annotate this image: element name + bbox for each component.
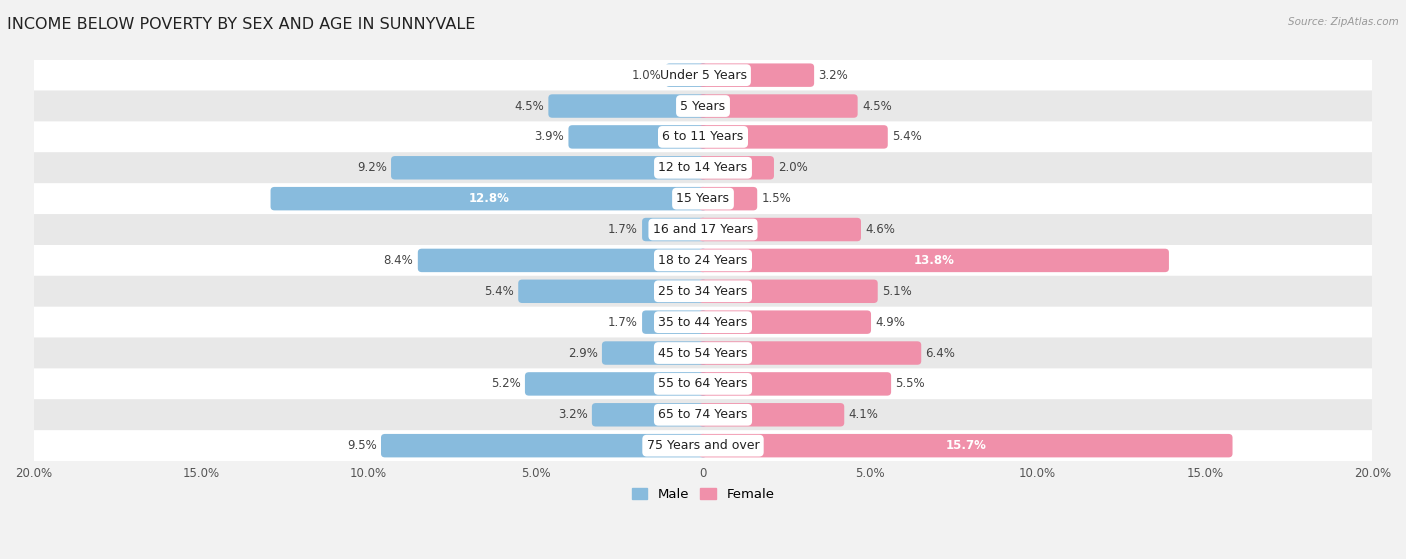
Text: 12.8%: 12.8% [468,192,509,205]
Text: 5.2%: 5.2% [491,377,520,390]
Text: Source: ZipAtlas.com: Source: ZipAtlas.com [1288,17,1399,27]
FancyBboxPatch shape [34,338,1372,368]
Text: 3.2%: 3.2% [558,408,588,421]
Text: 13.8%: 13.8% [914,254,955,267]
Text: 16 and 17 Years: 16 and 17 Years [652,223,754,236]
FancyBboxPatch shape [34,245,1372,276]
Text: Under 5 Years: Under 5 Years [659,69,747,82]
Text: 4.5%: 4.5% [515,100,544,112]
FancyBboxPatch shape [699,125,887,149]
Text: 5.1%: 5.1% [882,285,912,298]
Text: 6 to 11 Years: 6 to 11 Years [662,130,744,144]
FancyBboxPatch shape [418,249,707,272]
Text: 1.5%: 1.5% [762,192,792,205]
Text: 3.2%: 3.2% [818,69,848,82]
Text: 5.5%: 5.5% [896,377,925,390]
Text: 55 to 64 Years: 55 to 64 Years [658,377,748,390]
Text: INCOME BELOW POVERTY BY SEX AND AGE IN SUNNYVALE: INCOME BELOW POVERTY BY SEX AND AGE IN S… [7,17,475,32]
FancyBboxPatch shape [592,403,707,427]
Text: 75 Years and over: 75 Years and over [647,439,759,452]
Text: 8.4%: 8.4% [384,254,413,267]
Text: 4.5%: 4.5% [862,100,891,112]
Text: 2.0%: 2.0% [779,162,808,174]
Text: 18 to 24 Years: 18 to 24 Years [658,254,748,267]
Text: 12 to 14 Years: 12 to 14 Years [658,162,748,174]
FancyBboxPatch shape [643,310,707,334]
FancyBboxPatch shape [524,372,707,396]
FancyBboxPatch shape [34,368,1372,399]
Text: 6.4%: 6.4% [925,347,956,359]
FancyBboxPatch shape [643,218,707,241]
FancyBboxPatch shape [699,434,1233,457]
FancyBboxPatch shape [381,434,707,457]
Text: 25 to 34 Years: 25 to 34 Years [658,285,748,298]
FancyBboxPatch shape [699,310,872,334]
Text: 4.1%: 4.1% [849,408,879,421]
Text: 5.4%: 5.4% [484,285,513,298]
FancyBboxPatch shape [34,91,1372,121]
Text: 65 to 74 Years: 65 to 74 Years [658,408,748,421]
Text: 5 Years: 5 Years [681,100,725,112]
Text: 9.2%: 9.2% [357,162,387,174]
Text: 5.4%: 5.4% [893,130,922,144]
Text: 4.6%: 4.6% [865,223,896,236]
FancyBboxPatch shape [34,307,1372,338]
Text: 9.5%: 9.5% [347,439,377,452]
Text: 3.9%: 3.9% [534,130,564,144]
FancyBboxPatch shape [34,430,1372,461]
FancyBboxPatch shape [699,249,1168,272]
FancyBboxPatch shape [699,187,758,210]
Legend: Male, Female: Male, Female [626,483,780,506]
Text: 45 to 54 Years: 45 to 54 Years [658,347,748,359]
FancyBboxPatch shape [699,94,858,118]
FancyBboxPatch shape [602,342,707,365]
FancyBboxPatch shape [699,63,814,87]
FancyBboxPatch shape [699,156,773,179]
Text: 1.7%: 1.7% [607,223,638,236]
Text: 1.7%: 1.7% [607,316,638,329]
FancyBboxPatch shape [699,372,891,396]
FancyBboxPatch shape [34,214,1372,245]
FancyBboxPatch shape [699,218,860,241]
FancyBboxPatch shape [391,156,707,179]
FancyBboxPatch shape [519,280,707,303]
Text: 15.7%: 15.7% [945,439,986,452]
Text: 15 Years: 15 Years [676,192,730,205]
FancyBboxPatch shape [34,121,1372,153]
FancyBboxPatch shape [699,280,877,303]
FancyBboxPatch shape [34,60,1372,91]
Text: 1.0%: 1.0% [631,69,661,82]
FancyBboxPatch shape [548,94,707,118]
Text: 35 to 44 Years: 35 to 44 Years [658,316,748,329]
FancyBboxPatch shape [699,342,921,365]
FancyBboxPatch shape [665,63,707,87]
FancyBboxPatch shape [34,183,1372,214]
FancyBboxPatch shape [34,153,1372,183]
FancyBboxPatch shape [34,276,1372,307]
FancyBboxPatch shape [699,403,844,427]
FancyBboxPatch shape [270,187,707,210]
FancyBboxPatch shape [568,125,707,149]
Text: 2.9%: 2.9% [568,347,598,359]
FancyBboxPatch shape [34,399,1372,430]
Text: 4.9%: 4.9% [876,316,905,329]
